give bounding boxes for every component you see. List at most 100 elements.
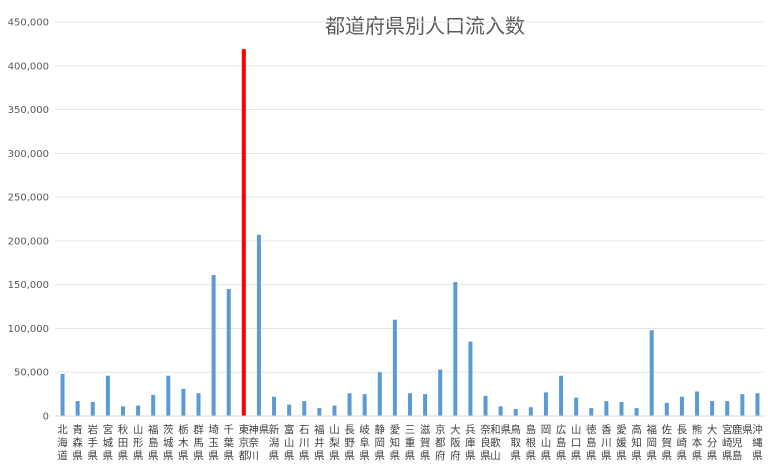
chart-title: 都道府県別人口流入数 xyxy=(325,14,525,38)
y-tick-label: 300,000 xyxy=(8,149,49,160)
bar-6 xyxy=(151,394,156,416)
x-tick-label: 香川県 xyxy=(601,424,612,462)
bar-7 xyxy=(166,375,171,416)
bar-25 xyxy=(438,369,443,416)
x-tick-label: 栃木県 xyxy=(178,423,189,462)
x-tick-label: 兵庫県 xyxy=(465,423,476,462)
bar-33 xyxy=(559,375,564,416)
x-tick-label: 三重県 xyxy=(405,424,416,462)
x-tick-label: 愛知県 xyxy=(390,423,401,462)
bar-3 xyxy=(105,375,110,416)
x-tick-label: 宮崎県 xyxy=(722,423,733,462)
x-tick-label: 大阪府 xyxy=(450,423,461,462)
bar-31 xyxy=(528,407,533,416)
gridlines xyxy=(55,21,765,417)
x-tick-label: 高知県 xyxy=(631,423,642,462)
x-tick-label: 岩手県 xyxy=(88,423,99,462)
bar-34 xyxy=(574,397,579,416)
y-tick-label: 350,000 xyxy=(8,105,49,116)
bar-40 xyxy=(664,402,669,416)
x-tick-label: 京都府 xyxy=(435,423,446,462)
bar-32 xyxy=(543,392,548,416)
x-tick-label: 徳島県 xyxy=(586,423,597,462)
x-tick-label: 東京都 xyxy=(239,423,250,462)
bar-44 xyxy=(725,401,730,416)
x-tick-label: 長野県 xyxy=(344,424,355,462)
bar-15 xyxy=(287,404,292,416)
bar-30 xyxy=(513,408,518,416)
bar-41 xyxy=(679,396,684,416)
x-tick-label: 山梨県 xyxy=(329,424,340,462)
bar-13 xyxy=(256,234,261,416)
y-tick-label: 400,000 xyxy=(8,61,49,72)
x-tick-label: 神奈川県 xyxy=(248,423,269,462)
bar-46 xyxy=(755,393,760,416)
x-tick-label: 福岡県 xyxy=(646,423,657,462)
x-tick-label: 千葉県 xyxy=(223,424,234,462)
bar-29 xyxy=(498,406,503,416)
x-tick-label: 滋賀県 xyxy=(420,423,431,462)
bar-23 xyxy=(408,393,412,416)
y-tick-label: 250,000 xyxy=(8,193,49,204)
y-tick-label: 450,000 xyxy=(8,18,49,29)
x-tick-label: 秋田県 xyxy=(118,423,129,462)
x-tick-label: 岡山県 xyxy=(541,424,552,462)
x-tick-label: 鹿児島県 xyxy=(732,423,754,462)
x-tick-label: 山形県 xyxy=(133,424,144,462)
bar-8 xyxy=(181,388,186,416)
bar-10 xyxy=(211,275,216,416)
x-tick-label: 熊本県 xyxy=(692,423,703,462)
x-tick-label: 大分県 xyxy=(707,423,718,462)
x-tick-label: 長崎県 xyxy=(677,424,688,462)
x-axis-labels: 北海道青森県岩手県宮城県秋田県山形県福島県茨城県栃木県群馬県埼玉県千葉県東京都神… xyxy=(57,423,763,462)
bar-28 xyxy=(483,395,488,416)
bar-9 xyxy=(196,393,201,416)
y-tick-label: 50,000 xyxy=(14,368,49,379)
bar-26 xyxy=(453,282,458,416)
x-tick-label: 沖縄県 xyxy=(752,423,763,462)
x-tick-label: 島根県 xyxy=(526,423,537,462)
x-tick-label: 岐阜県 xyxy=(359,423,370,462)
bar-39 xyxy=(649,330,654,416)
bar-4 xyxy=(120,406,125,416)
x-tick-label: 鳥取県 xyxy=(510,423,521,462)
bar-20 xyxy=(362,394,367,416)
x-tick-label: 福井県 xyxy=(314,423,325,462)
bar-24 xyxy=(423,394,428,416)
bar-22 xyxy=(392,319,397,416)
bar-14 xyxy=(272,396,277,416)
x-tick-label: 茨城県 xyxy=(163,423,174,462)
bar-5 xyxy=(136,405,141,416)
bar-0 xyxy=(60,373,65,416)
x-tick-label: 愛媛県 xyxy=(616,423,627,462)
bar-19 xyxy=(347,393,352,416)
bar-2 xyxy=(90,401,95,416)
x-tick-label: 青森県 xyxy=(72,423,83,462)
x-tick-label: 宮城県 xyxy=(103,423,114,462)
bar-42 xyxy=(695,391,700,416)
x-tick-label: 広島県 xyxy=(556,423,567,462)
x-tick-label: 佐賀県 xyxy=(662,423,673,462)
x-tick-label: 奈良県 xyxy=(480,423,491,462)
bar-1 xyxy=(75,401,80,416)
x-tick-label: 和歌山県 xyxy=(490,424,512,462)
y-tick-label: 150,000 xyxy=(8,280,49,291)
y-tick-label: 100,000 xyxy=(8,324,49,335)
x-tick-label: 群馬県 xyxy=(193,423,204,462)
x-tick-label: 埼玉県 xyxy=(208,423,219,462)
bar-18 xyxy=(332,405,337,416)
bars xyxy=(60,49,760,417)
bar-16 xyxy=(302,401,307,416)
x-tick-label: 新潟県 xyxy=(269,423,280,462)
x-tick-label: 富山県 xyxy=(284,423,295,462)
x-tick-label: 石川県 xyxy=(299,424,310,462)
bar-27 xyxy=(468,341,473,416)
y-tick-label: 0 xyxy=(43,412,49,423)
bar-37 xyxy=(619,401,624,416)
bar-36 xyxy=(604,401,609,416)
x-tick-label: 北海道 xyxy=(57,424,68,462)
bar-38 xyxy=(634,408,639,416)
bar-17 xyxy=(317,408,322,416)
